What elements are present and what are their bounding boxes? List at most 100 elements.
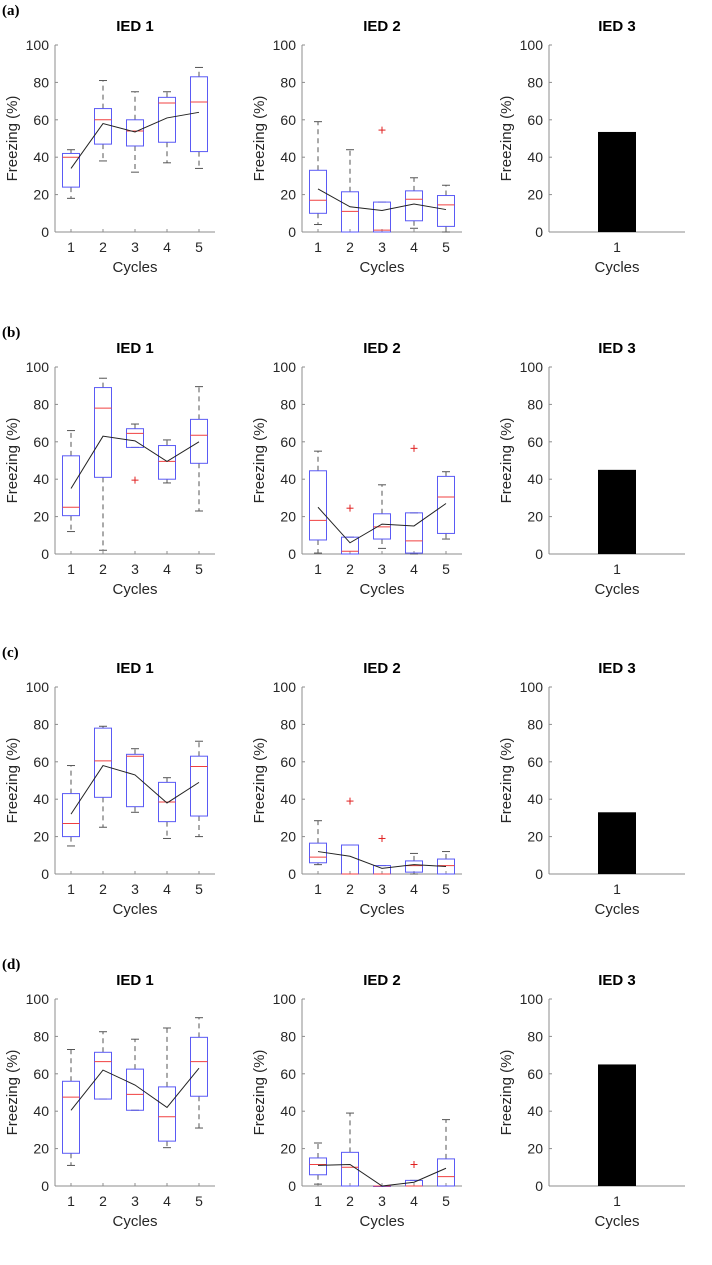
outlier-marker [131,476,139,484]
y-tick-label: 100 [273,37,297,53]
y-axis-label: Freezing (%) [4,738,21,824]
y-tick-label: 80 [33,716,49,732]
y-tick-label: 60 [527,434,543,450]
mean-line [317,851,447,869]
y-tick-label: 100 [26,991,50,1007]
y-tick-label: 40 [33,791,49,807]
y-tick-label: 40 [33,471,49,487]
y-tick-label: 100 [520,37,544,53]
y-tick-label: 60 [280,434,296,450]
x-axis-label: Cycles [359,259,404,276]
y-tick-label: 60 [527,1066,543,1082]
y-tick-label: 60 [33,112,49,128]
x-tick-label: 5 [195,1193,203,1209]
bar [598,131,636,232]
y-tick-label: 0 [535,224,543,240]
box [94,108,112,145]
outlier-marker [378,126,386,134]
y-axis-label: Freezing (%) [4,96,21,182]
box [309,470,327,541]
box [126,1068,144,1111]
box [62,1080,80,1154]
y-tick-label: 0 [288,224,296,240]
box [405,860,423,873]
x-axis-label: Cycles [359,901,404,918]
box [62,455,80,517]
y-tick-label: 80 [527,716,543,732]
y-tick-label: 100 [273,991,297,1007]
outlier-marker [378,834,386,842]
panel-label: (a) [2,3,20,19]
bar [598,1064,636,1186]
y-tick-label: 40 [33,149,49,165]
box [309,842,327,864]
box [126,428,144,448]
box [437,195,455,227]
subplot-title: IED 2 [363,660,401,677]
y-tick-label: 60 [33,754,49,770]
y-tick-label: 40 [33,1103,49,1119]
x-axis-label: Cycles [359,581,404,598]
y-tick-label: 100 [520,679,544,695]
box [341,844,359,875]
y-tick-label: 40 [280,471,296,487]
mean-line [317,188,447,212]
y-tick-label: 0 [288,546,296,562]
subplot-2-1: IED 1 0 20 40 60 80 100 1 2 3 4 5 Cycles Freezing (%) [4,340,215,598]
y-tick-label: 0 [41,866,49,882]
y-tick-label: 0 [288,1178,296,1194]
box [373,201,391,233]
x-tick-label: 1 [314,1193,322,1209]
subplot-title: IED 3 [598,660,636,677]
box [309,169,327,214]
box [94,727,112,798]
box [62,152,80,188]
x-tick-label: 2 [346,881,354,897]
y-tick-label: 0 [41,1178,49,1194]
box [190,418,208,464]
y-tick-label: 60 [280,1066,296,1082]
box [158,96,176,143]
x-axis-label: Cycles [594,901,639,918]
y-tick-label: 80 [280,1028,296,1044]
x-tick-label: 2 [99,561,107,577]
subplot-4-1: IED 1 0 20 40 60 80 100 1 2 3 4 5 Cycles Freezing (%) [4,972,215,1230]
y-axis-label: Freezing (%) [498,418,515,504]
subplot-title: IED 1 [116,340,154,357]
y-axis-label: Freezing (%) [4,418,21,504]
x-tick-label: 4 [163,881,171,897]
x-axis-label: Cycles [594,259,639,276]
y-tick-label: 20 [527,1141,543,1157]
y-axis-label: Freezing (%) [498,1050,515,1136]
x-tick-label: 4 [410,561,418,577]
mean-line [70,435,200,489]
y-axis-label: Freezing (%) [4,1050,21,1136]
bar [598,469,636,554]
x-tick-label: 1 [314,239,322,255]
x-tick-label: 4 [163,561,171,577]
y-tick-label: 0 [535,546,543,562]
box [94,387,112,478]
y-tick-label: 20 [33,1141,49,1157]
x-tick-label: 5 [442,881,450,897]
outlier-marker [346,504,354,512]
box [158,445,176,480]
subplot-title: IED 3 [598,18,636,35]
y-tick-label: 20 [527,509,543,525]
panel-label: (c) [2,645,19,661]
y-tick-label: 40 [527,149,543,165]
x-tick-label: 1 [613,881,621,897]
y-tick-label: 60 [527,112,543,128]
outlier-marker [346,797,354,805]
y-tick-label: 20 [33,829,49,845]
y-tick-label: 100 [26,679,50,695]
x-tick-label: 5 [195,239,203,255]
x-tick-label: 3 [378,239,386,255]
x-tick-label: 5 [442,239,450,255]
x-tick-label: 3 [378,561,386,577]
subplot-3-2: IED 2 0 20 40 60 80 100 1 2 3 4 5 Cycles Freezing (%) [251,660,462,918]
box [126,119,144,147]
x-tick-label: 4 [410,239,418,255]
y-tick-label: 20 [280,187,296,203]
subplot-2-2: IED 2 0 20 40 60 80 100 1 2 3 4 5 Cycles Freezing (%) [251,340,462,598]
